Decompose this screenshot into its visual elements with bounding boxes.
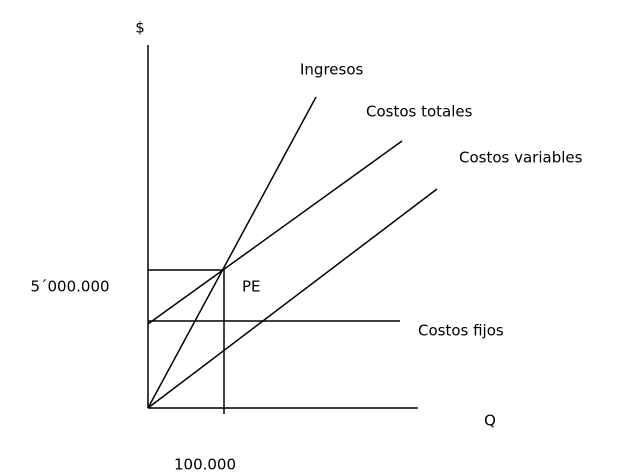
pe-label: PE <box>242 278 261 296</box>
line-label: Ingresos <box>300 61 364 79</box>
pe-x-label: 100.000 <box>174 456 236 474</box>
pe-y-label: 5´000.000 <box>30 278 109 296</box>
variable-cost-line <box>147 188 438 409</box>
line-label: Costos fijos <box>418 322 504 340</box>
line-label: Costos variables <box>459 149 583 167</box>
total-cost-line <box>147 140 403 325</box>
line-label: Costos totales <box>366 103 473 121</box>
x-axis-label: Q <box>484 412 496 430</box>
revenue-line <box>147 96 317 409</box>
y-axis-label: $ <box>135 19 145 37</box>
